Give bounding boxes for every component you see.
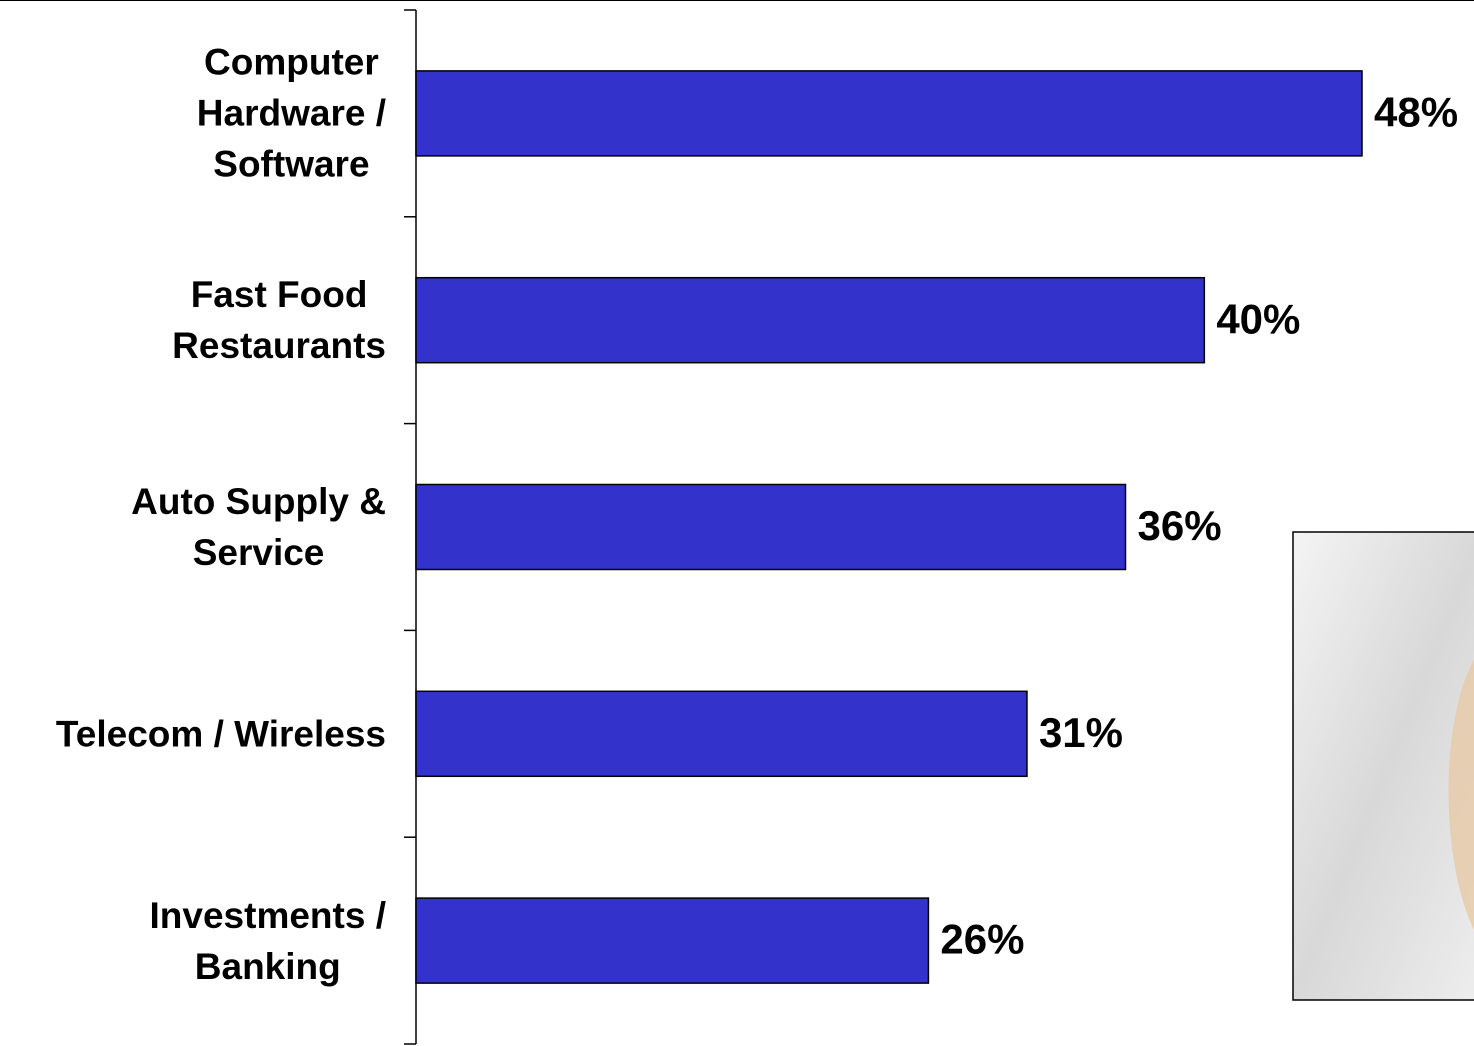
photo	[1292, 531, 1474, 1001]
photo-detail	[1448, 660, 1474, 930]
value-label: 40%	[1216, 295, 1300, 342]
bar	[415, 276, 1206, 364]
bar	[415, 690, 1028, 778]
value-label: 36%	[1138, 502, 1222, 549]
bar	[415, 897, 930, 984]
value-label: 26%	[940, 916, 1024, 963]
category-label: Investments / Banking	[149, 894, 386, 987]
value-label: 31%	[1039, 709, 1123, 756]
value-label: 48%	[1374, 88, 1458, 135]
category-label: Telecom / Wireless	[55, 713, 386, 755]
category-label: Auto Supply & Service	[131, 481, 386, 573]
category-label: Computer Hardware / Software	[196, 41, 386, 185]
bar	[415, 483, 1127, 571]
bar	[415, 70, 1363, 157]
category-label: Fast Food Restaurants	[172, 274, 386, 367]
